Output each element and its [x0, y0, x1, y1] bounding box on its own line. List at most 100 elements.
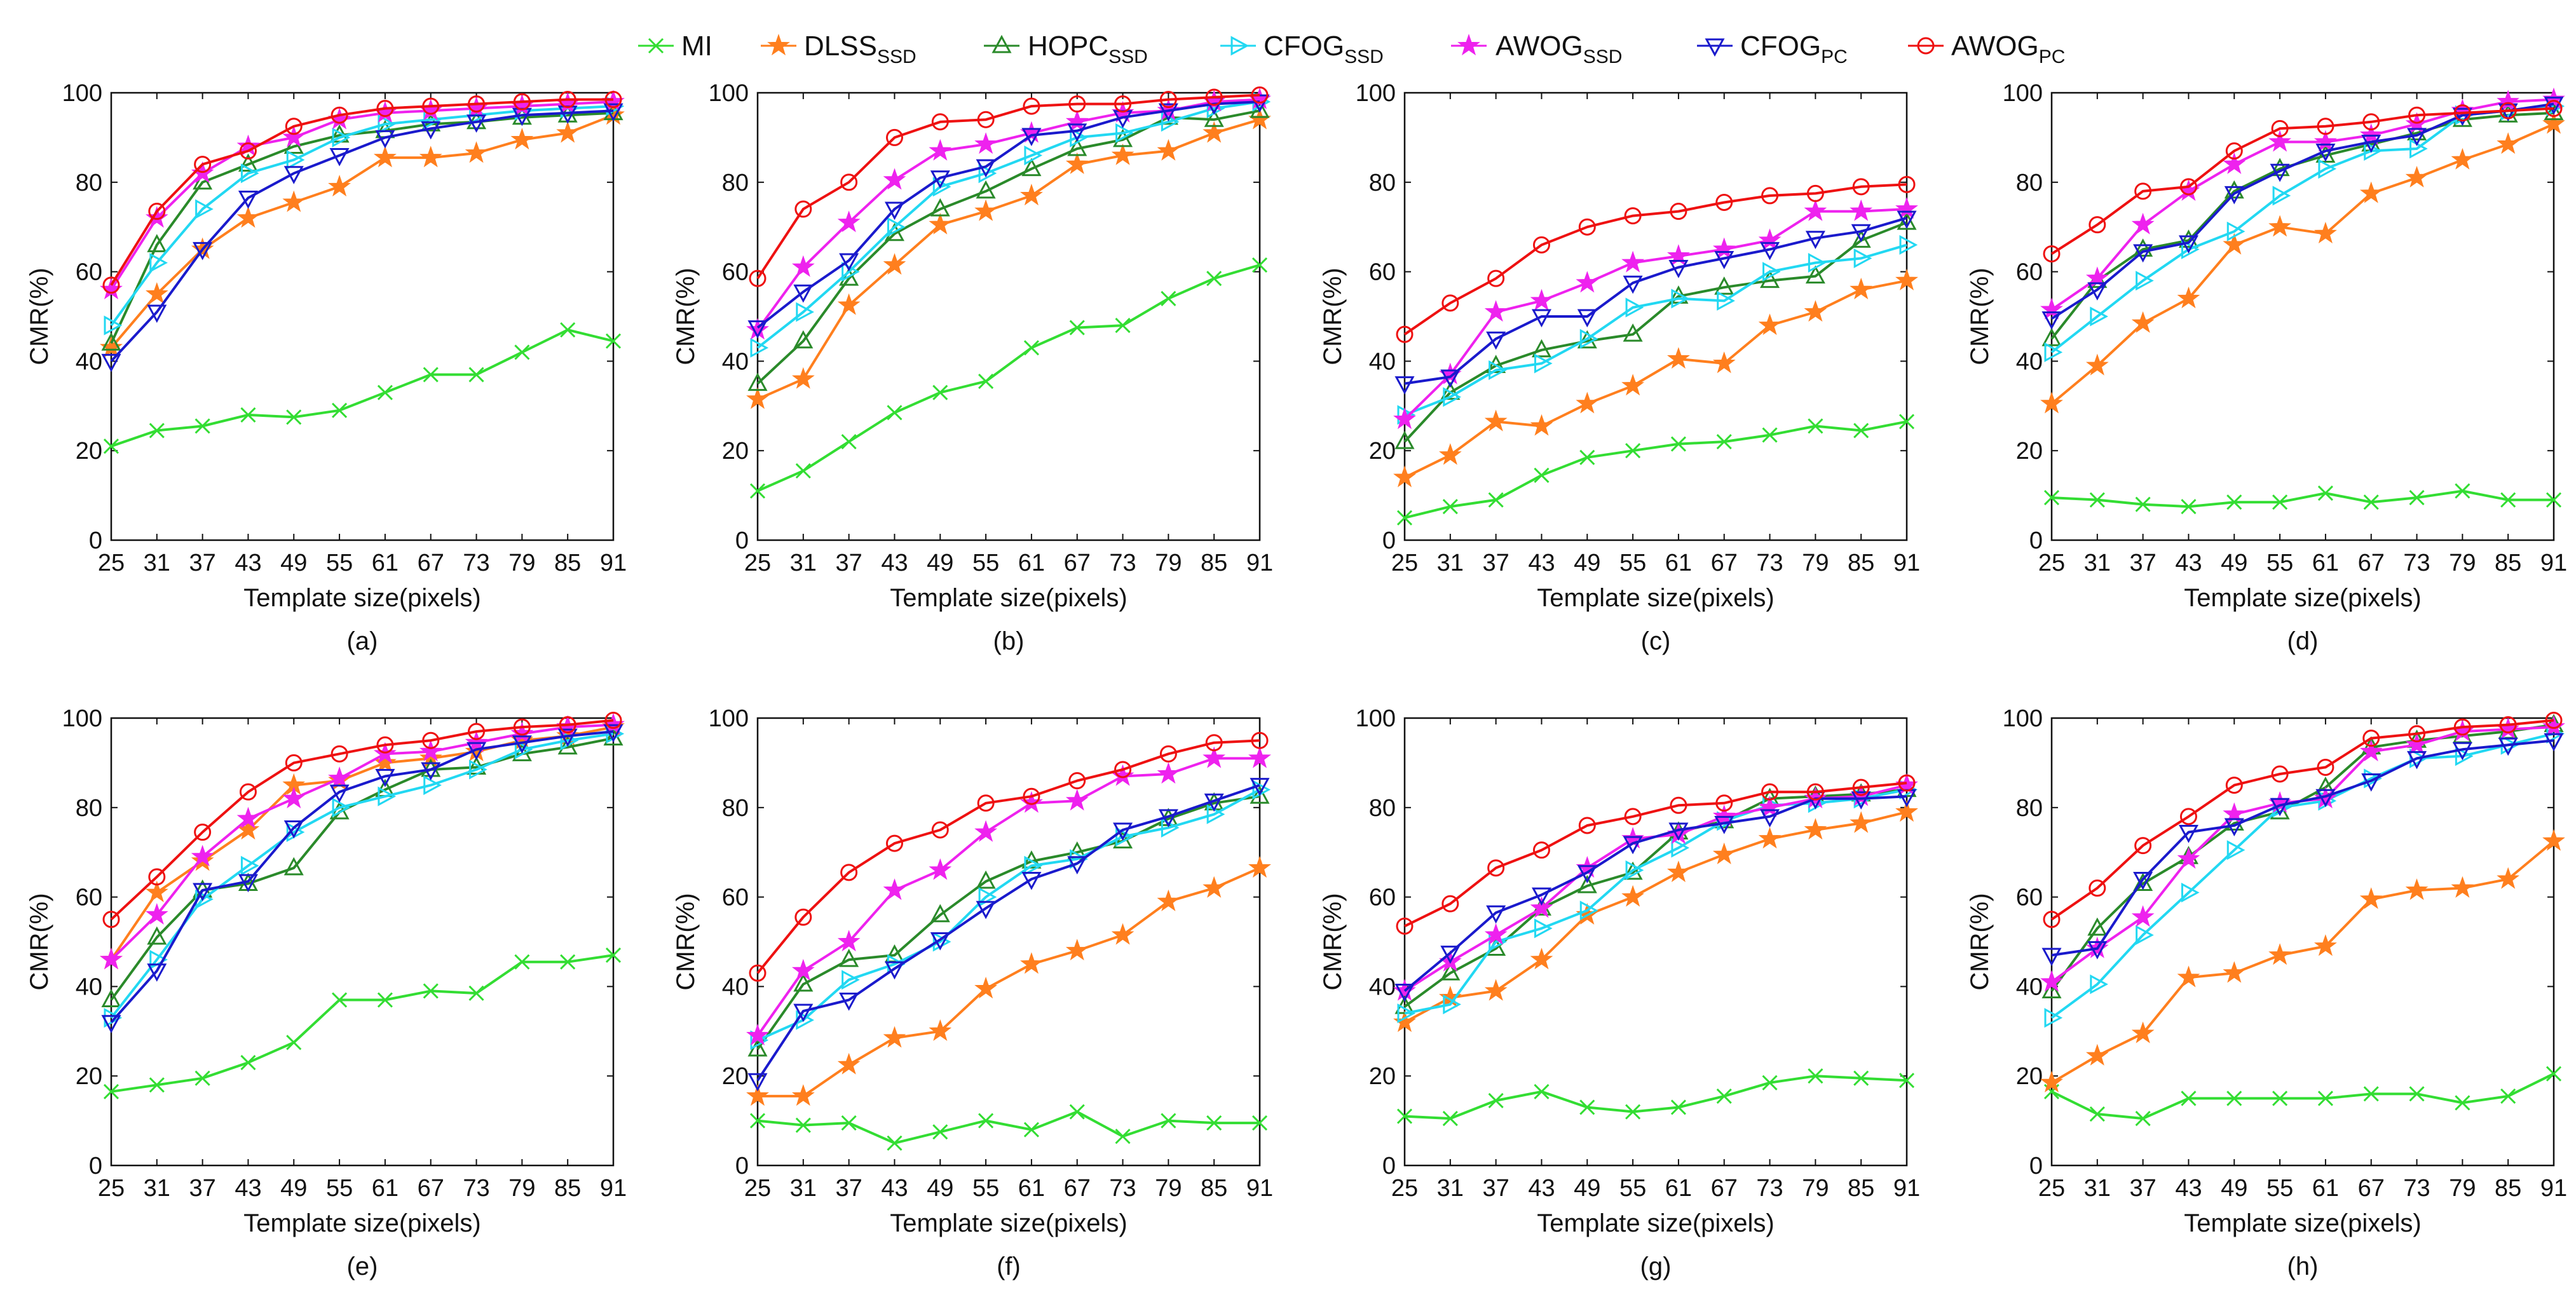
x-tick-label: 31	[2084, 550, 2111, 576]
data-point	[2317, 118, 2334, 135]
series-line	[756, 784, 1260, 1082]
data-point	[514, 954, 530, 970]
data-point	[282, 190, 306, 212]
data-point	[1070, 127, 1088, 147]
legend-marker-awog_ssd	[1457, 34, 1480, 56]
data-point	[1898, 414, 1915, 430]
x-tick-label: 61	[372, 1175, 399, 1202]
x-tick-label: 61	[2312, 550, 2339, 576]
series-dlss_ssd	[2040, 829, 2565, 1092]
series-hopc_ssd	[747, 785, 1270, 1057]
data-point	[2453, 104, 2471, 122]
data-point	[837, 210, 861, 233]
x-tick-label: 25	[1391, 550, 1418, 576]
data-point	[514, 344, 530, 360]
data-point	[1393, 465, 1416, 487]
y-tick-label: 80	[1369, 795, 1396, 822]
data-point	[2361, 773, 2382, 792]
y-tick-label: 20	[2016, 1063, 2043, 1090]
data-point	[1206, 804, 1225, 824]
data-point	[2500, 1088, 2516, 1104]
series-line	[756, 98, 1260, 331]
data-point	[1067, 123, 1087, 142]
x-tick-label: 67	[418, 550, 444, 576]
data-point	[1758, 228, 1782, 250]
x-tick-label: 91	[1893, 1175, 1920, 1202]
series-dlss_ssd	[2040, 112, 2565, 414]
data-point	[839, 949, 859, 967]
data-point	[2224, 818, 2244, 837]
series-line	[110, 726, 614, 961]
data-point	[887, 217, 906, 237]
series-awog_ssd	[2040, 715, 2565, 992]
data-point	[1394, 430, 1415, 449]
series-line	[1403, 208, 1907, 421]
y-tick-label: 40	[76, 974, 102, 1000]
data-point	[1534, 1083, 1550, 1099]
data-point	[2044, 1008, 2063, 1028]
x-tick-label: 85	[2495, 1175, 2521, 1202]
data-point	[421, 762, 441, 781]
chart-panels: 25 31 37 43 49 55 61 67 73 79 85 91 0 20 40 60 80 100 Temp…	[25, 80, 2567, 1280]
series-line	[756, 109, 1260, 385]
data-point	[1443, 995, 1461, 1015]
series-line	[1404, 810, 1907, 1024]
x-tick-label: 37	[189, 1175, 215, 1202]
x-tick-label: 49	[927, 550, 953, 576]
x-tick-label: 91	[600, 550, 627, 576]
legend-label-dlss_ssd: DLSSSSD	[804, 31, 917, 67]
x-tick-label: 43	[2175, 550, 2202, 576]
data-point	[1484, 979, 1508, 1001]
data-point	[1159, 91, 1177, 109]
data-point	[1804, 199, 1827, 221]
data-point	[604, 712, 622, 730]
y-tick-label: 0	[89, 527, 102, 554]
data-point	[883, 168, 906, 190]
y-tick-label: 60	[2016, 259, 2043, 286]
data-point	[236, 818, 260, 840]
data-point	[1851, 229, 1871, 248]
data-point	[1531, 887, 1551, 906]
data-point	[1804, 818, 1827, 840]
data-point	[978, 1113, 994, 1129]
data-point	[328, 174, 351, 197]
data-point	[2453, 718, 2471, 736]
data-point	[2271, 765, 2289, 783]
data-point	[2544, 97, 2564, 115]
data-point	[2452, 107, 2472, 126]
data-point	[1804, 300, 1827, 322]
data-point	[1065, 939, 1089, 961]
data-point	[2497, 90, 2520, 112]
data-point	[1666, 347, 1690, 369]
series-line	[756, 93, 1260, 280]
y-axis-title: CMR(%)	[672, 268, 700, 365]
data-point	[514, 739, 533, 759]
series-cfog_pc	[101, 103, 624, 372]
data-point	[2090, 974, 2108, 995]
data-point	[2131, 1021, 2155, 1043]
data-point	[1204, 109, 1224, 127]
x-tick-label: 49	[1574, 550, 1600, 576]
data-point	[2542, 112, 2565, 134]
data-point	[2314, 130, 2337, 152]
data-point	[2136, 925, 2154, 945]
data-point	[282, 125, 306, 147]
data-point	[2223, 152, 2246, 174]
x-tick-label: 31	[790, 550, 817, 576]
data-point	[2407, 750, 2427, 770]
data-point	[2179, 808, 2197, 825]
panel-label: (a)	[347, 627, 378, 655]
x-tick-label: 43	[235, 1175, 261, 1202]
data-point	[2359, 181, 2383, 203]
data-point	[1111, 923, 1135, 945]
x-tick-label: 25	[98, 1175, 125, 1202]
data-point	[929, 858, 952, 880]
data-point	[240, 163, 259, 184]
data-point	[1115, 123, 1134, 143]
data-point	[1114, 95, 1132, 113]
x-axis-title: Template size(pixels)	[1537, 584, 1774, 612]
data-point	[1441, 294, 1459, 312]
y-tick-label: 60	[1369, 885, 1396, 911]
data-point	[1625, 860, 1644, 880]
